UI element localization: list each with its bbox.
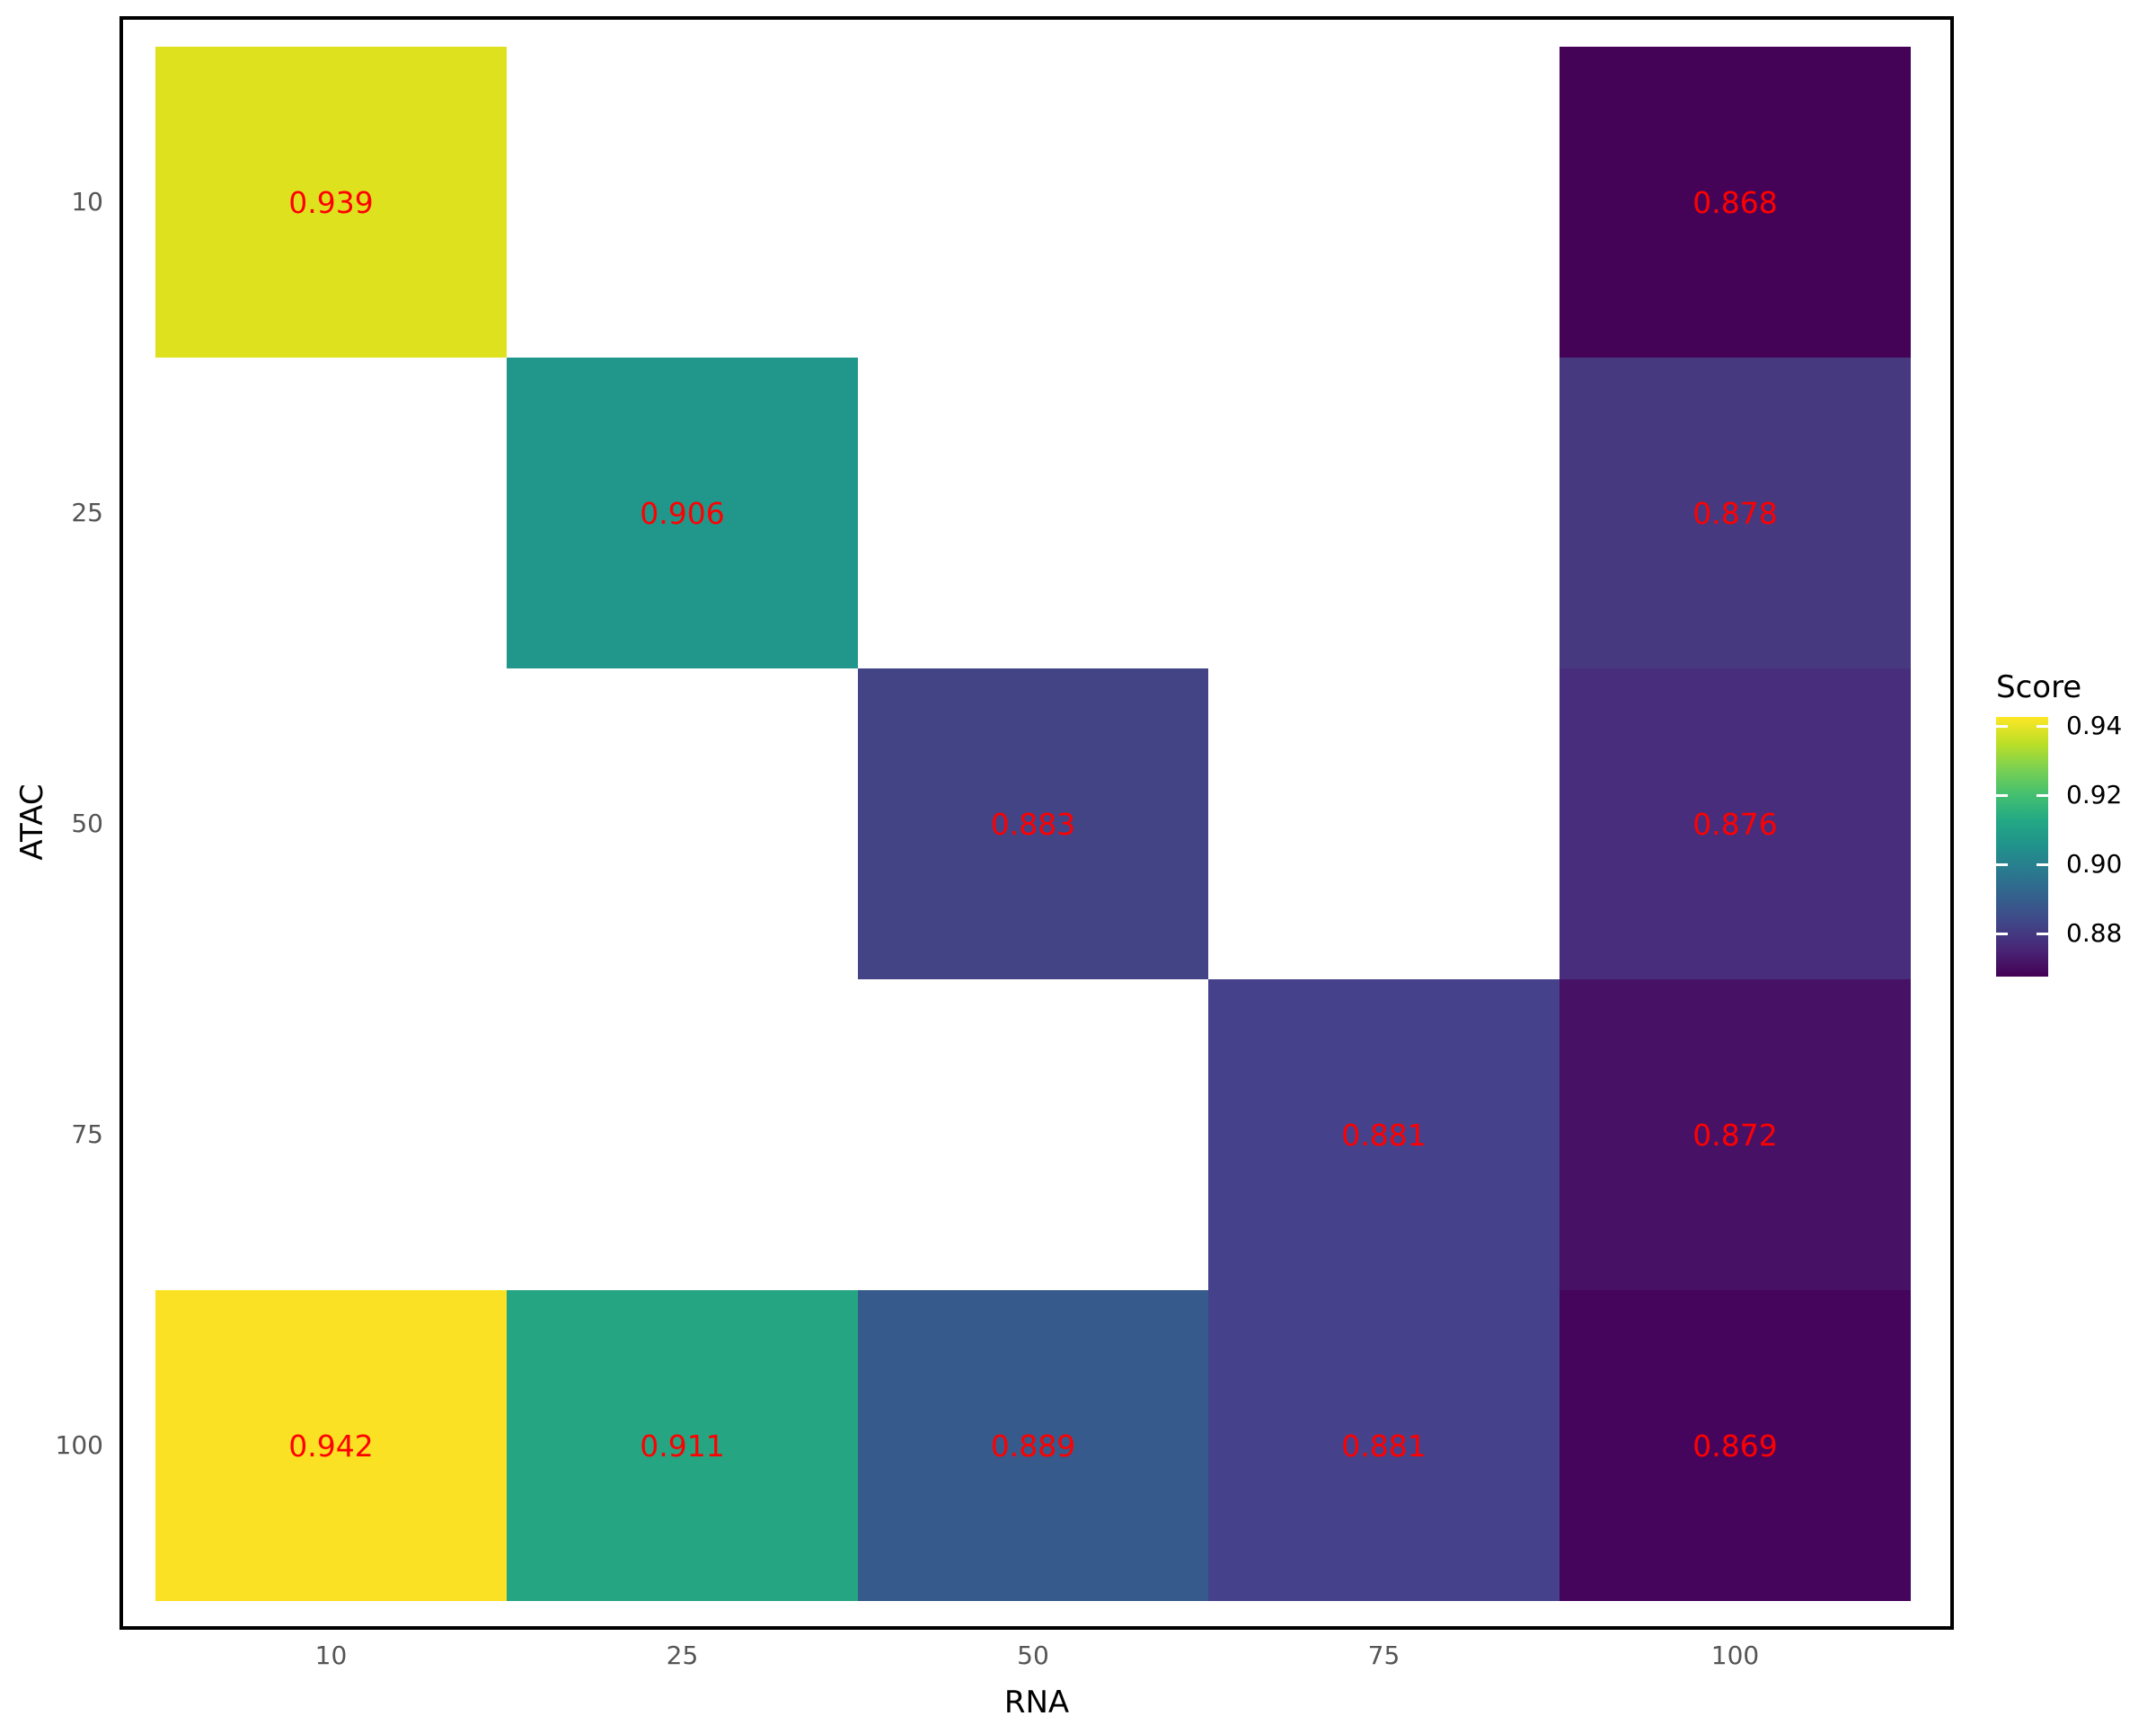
- heatmap-cell: 0.876: [1560, 668, 1911, 979]
- x-axis-title: RNA: [1003, 1685, 1070, 1721]
- cell-value-label: 0.883: [990, 806, 1076, 842]
- heatmap-cell: 0.889: [858, 1290, 1208, 1601]
- cell-value-label: 0.911: [640, 1428, 725, 1464]
- cell-value-label: 0.876: [1692, 806, 1778, 842]
- x-tick-label: 75: [1367, 1641, 1401, 1670]
- heatmap-cell: 0.881: [1208, 979, 1560, 1290]
- y-tick-label: 10: [71, 187, 103, 217]
- cell-value-label: 0.878: [1692, 495, 1778, 531]
- y-tick-label: 50: [71, 809, 103, 838]
- heatmap-cell: 0.939: [155, 47, 507, 358]
- x-tick-label: 100: [1710, 1641, 1760, 1670]
- heatmap-cell: 0.906: [507, 358, 858, 668]
- colorbar-tick-label: 0.90: [2066, 849, 2123, 879]
- heatmap-cell: 0.868: [1560, 47, 1911, 358]
- y-tick-label: 100: [55, 1430, 103, 1460]
- heatmap-cell: 0.911: [507, 1290, 858, 1601]
- colorbar-tick-mark: [2037, 863, 2048, 866]
- x-tick-label: 50: [1017, 1641, 1049, 1670]
- heatmap-cell: 0.872: [1560, 979, 1911, 1290]
- cell-value-label: 0.942: [288, 1428, 374, 1464]
- heatmap-cell: 0.878: [1560, 358, 1911, 668]
- heatmap-cell: 0.883: [858, 668, 1208, 979]
- x-tick-label: 10: [314, 1641, 348, 1670]
- colorbar-tick-mark: [1996, 794, 2008, 797]
- colorbar-tick-label: 0.94: [2066, 711, 2123, 740]
- y-tick-label: 75: [71, 1119, 103, 1149]
- colorbar-tick-mark: [1996, 933, 2008, 935]
- y-tick-label: 25: [71, 498, 103, 527]
- cell-value-label: 0.868: [1692, 184, 1778, 220]
- cell-value-label: 0.869: [1692, 1428, 1778, 1464]
- colorbar-tick-label: 0.88: [2066, 918, 2123, 948]
- cell-value-label: 0.881: [1341, 1117, 1427, 1153]
- cell-value-label: 0.906: [640, 495, 725, 531]
- heatmap-cell: 0.942: [155, 1290, 507, 1601]
- colorbar-tick-label: 0.92: [2066, 780, 2123, 809]
- heatmap-cell: 0.869: [1560, 1290, 1911, 1601]
- colorbar-tick-mark: [1996, 725, 2008, 728]
- colorbar-tick-mark: [2037, 725, 2048, 728]
- colorbar-tick-mark: [2037, 933, 2048, 935]
- x-tick-label: 25: [666, 1641, 699, 1670]
- cell-value-label: 0.939: [288, 184, 374, 220]
- cell-value-label: 0.889: [990, 1428, 1076, 1464]
- heatmap-cell: 0.881: [1208, 1290, 1560, 1601]
- legend-title: Score: [1996, 669, 2082, 705]
- cell-value-label: 0.872: [1692, 1117, 1778, 1153]
- cell-value-label: 0.881: [1341, 1428, 1427, 1464]
- legend-colorbar: [1996, 717, 2048, 977]
- colorbar-tick-mark: [1996, 863, 2008, 866]
- plot-panel: 0.939 0.868 0.906 0.878 0.883 0.876 0.881 0.872…: [119, 16, 1954, 1630]
- y-axis-title: ATAC: [14, 783, 50, 861]
- colorbar-tick-mark: [2037, 794, 2048, 797]
